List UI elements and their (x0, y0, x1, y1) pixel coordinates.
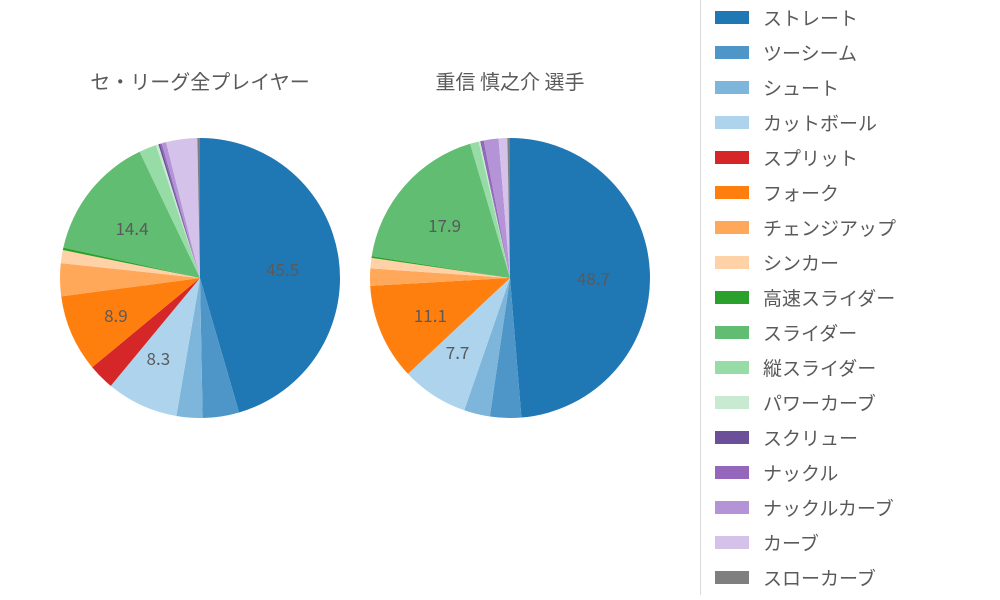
chart-root: セ・リーグ全プレイヤー 45.5 8.3 8.9 14.4 重信 慎之介 選手 48.7 7.… (0, 0, 1000, 600)
legend-label: フォーク (763, 179, 839, 206)
legend-swatch (715, 466, 749, 479)
legend-swatch (715, 396, 749, 409)
legend-item: カットボール (715, 105, 990, 140)
legend-swatch (715, 326, 749, 339)
legend-item: 高速スライダー (715, 280, 990, 315)
legend-item: スクリュー (715, 420, 990, 455)
legend-label: カットボール (763, 109, 877, 136)
legend-label: スライダー (763, 319, 857, 346)
pie-slice-label: 48.7 (577, 265, 610, 290)
legend-item: ツーシーム (715, 35, 990, 70)
legend-swatch (715, 536, 749, 549)
legend-item: シュート (715, 70, 990, 105)
legend-swatch (715, 431, 749, 444)
legend-label: ナックルカーブ (763, 494, 894, 521)
legend-item: フォーク (715, 175, 990, 210)
legend-swatch (715, 116, 749, 129)
legend-swatch (715, 501, 749, 514)
legend-label: カーブ (763, 529, 819, 556)
legend-item: カーブ (715, 525, 990, 560)
legend-swatch (715, 571, 749, 584)
legend-item: ストレート (715, 0, 990, 35)
pie-slice-label: 8.9 (104, 302, 128, 327)
legend-swatch (715, 291, 749, 304)
legend-swatch (715, 361, 749, 374)
legend-swatch (715, 221, 749, 234)
legend-item: パワーカーブ (715, 385, 990, 420)
legend-swatch (715, 81, 749, 94)
legend-item: チェンジアップ (715, 210, 990, 245)
pie-slice-label: 14.4 (115, 215, 148, 240)
legend-label: チェンジアップ (763, 214, 896, 241)
legend-label: シンカー (763, 249, 839, 276)
legend-label: スクリュー (763, 424, 858, 451)
legend-label: ツーシーム (763, 39, 857, 66)
pie-chart: 48.7 7.7 11.1 17.9 (370, 138, 650, 418)
legend-swatch (715, 256, 749, 269)
legend-label: 高速スライダー (763, 284, 895, 311)
legend-item: スプリット (715, 140, 990, 175)
legend-swatch (715, 151, 749, 164)
legend-item: ナックルカーブ (715, 490, 990, 525)
pie-title: 重信 慎之介 選手 (370, 66, 650, 95)
legend-swatch (715, 186, 749, 199)
legend-item: スローカーブ (715, 560, 990, 595)
legend-swatch (715, 46, 749, 59)
pie-slice-label: 11.1 (414, 302, 447, 327)
legend-label: 縦スライダー (763, 354, 876, 381)
legend-item: ナックル (715, 455, 990, 490)
legend-label: スローカーブ (763, 564, 876, 591)
legend-label: パワーカーブ (763, 389, 876, 416)
legend-label: シュート (763, 74, 839, 101)
legend-label: スプリット (763, 144, 858, 171)
pie-slice-label: 7.7 (446, 339, 470, 364)
legend: ストレートツーシームシュートカットボールスプリットフォークチェンジアップシンカー… (700, 0, 990, 595)
legend-item: スライダー (715, 315, 990, 350)
pie-title: セ・リーグ全プレイヤー (60, 66, 340, 95)
pie-slice-label: 45.5 (266, 256, 299, 281)
legend-item: シンカー (715, 245, 990, 280)
pie-slice-label: 8.3 (147, 345, 171, 370)
pie-chart: 45.5 8.3 8.9 14.4 (60, 138, 340, 418)
legend-swatch (715, 11, 749, 24)
legend-label: ストレート (763, 4, 858, 31)
legend-label: ナックル (763, 459, 838, 486)
legend-item: 縦スライダー (715, 350, 990, 385)
pie-slice-label: 17.9 (428, 212, 461, 237)
